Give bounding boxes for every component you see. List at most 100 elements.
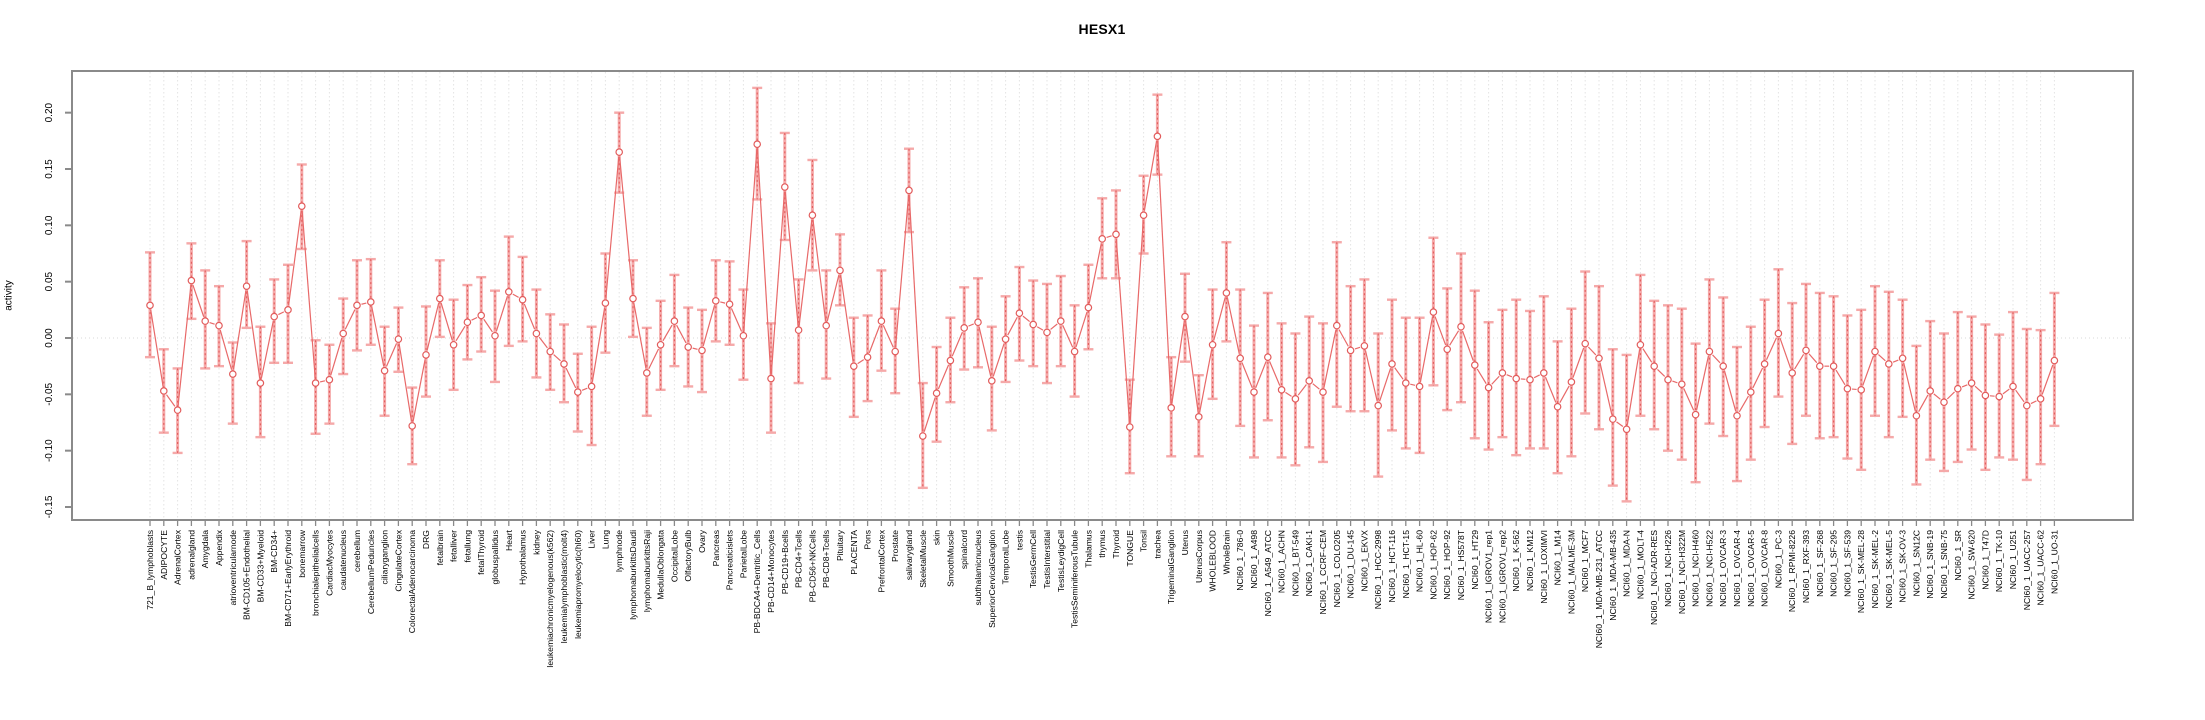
x-tick-label: NCI60_1_HCT-116: [1387, 530, 1397, 603]
data-point-marker: [698, 346, 706, 355]
data-point-marker: [1457, 322, 1465, 331]
series-segment: [232, 290, 247, 370]
x-tick-label: leukemialymphoblastic(molt4): [559, 530, 569, 643]
series-segment: [840, 274, 854, 362]
x-tick-label: NCI60_1_OVCAR-3: [1718, 530, 1728, 607]
data-point-marker: [518, 295, 527, 304]
data-point-marker: [339, 329, 348, 338]
data-point-marker: [1885, 360, 1893, 368]
data-point-marker: [1070, 347, 1079, 356]
data-point-marker: [1250, 388, 1258, 396]
x-tick-label: SkeletalMuscle: [918, 530, 928, 588]
data-point-marker: [877, 317, 886, 325]
x-tick-label: Uterus: [1180, 530, 1190, 555]
x-tick-label: PLACENTA: [849, 530, 859, 575]
series-segment: [1642, 348, 1653, 363]
x-tick-label: adrenalgland: [186, 530, 196, 580]
series-segment: [1712, 354, 1721, 364]
x-tick-label: bonemarrow: [297, 529, 307, 578]
data-point-marker: [1595, 354, 1603, 363]
series-segment: [1862, 355, 1875, 386]
x-tick-label: ADIPOCYTE: [159, 530, 169, 580]
data-point-marker: [1029, 320, 1038, 329]
x-tick-label: PB-CD56+NKCells: [807, 530, 817, 602]
x-tick-label: NCI60_1_U251: [2008, 530, 2018, 589]
x-tick-label: NCI60_1_MALME-3M: [1566, 530, 1576, 614]
x-tick-label: NCI60_1_LOXIMVI: [1539, 530, 1549, 604]
x-tick-label: lymphnode: [614, 530, 624, 572]
x-tick-label: NCI60_1_786-0: [1235, 530, 1245, 591]
x-tick-label: NCI60_1_K-562: [1511, 530, 1521, 592]
series-segment: [1323, 329, 1337, 388]
data-point-marker: [1912, 411, 1921, 420]
x-tick-label: BM-CD33+Myeloid: [255, 530, 265, 603]
series-segment: [581, 387, 588, 391]
data-point-marker: [1857, 386, 1866, 394]
data-point-marker: [449, 340, 458, 349]
data-point-marker: [891, 347, 900, 356]
series-segment: [483, 318, 493, 333]
x-tick-label: subthalamicnucleus: [973, 530, 983, 605]
x-tick-label: lymphomaburkittsDaudi: [628, 530, 638, 620]
data-point-marker: [297, 202, 306, 210]
x-tick-label: Lung: [600, 530, 610, 549]
x-tick-label: Tonsil: [1139, 530, 1149, 552]
data-point-marker: [422, 351, 430, 359]
data-point-marker: [1940, 398, 1948, 407]
x-tick-label: NCI60_1_NCI-ADR-RES: [1649, 530, 1659, 625]
data-point-marker: [1057, 317, 1065, 325]
series-segment: [1036, 326, 1044, 331]
series-segment: [1765, 337, 1778, 360]
data-point-marker: [1181, 312, 1189, 321]
x-tick-label: NCI60_1_A549_ATCC: [1263, 530, 1273, 616]
x-tick-label: PB-CD14+Monocytes: [766, 530, 776, 613]
series-segment: [720, 301, 726, 304]
x-tick-label: MedullaOblongata: [656, 530, 666, 600]
series-segment: [1354, 346, 1361, 350]
x-tick-label: testis: [1014, 530, 1024, 550]
x-tick-label: NCI60_1_OVCAR-4: [1732, 530, 1742, 607]
series-segment: [1226, 297, 1240, 354]
data-point-marker: [1098, 235, 1107, 243]
x-tick-label: NCI60_1_IGROV1_rep2: [1497, 530, 1507, 623]
series-segment: [471, 316, 478, 321]
x-tick-label: CingulateCortex: [393, 529, 403, 591]
data-point-marker: [394, 335, 403, 343]
series-segment: [1599, 362, 1613, 415]
series-segment: [992, 343, 1005, 377]
x-tick-label: NCI60_1_M14: [1553, 530, 1563, 586]
series-segment: [278, 311, 285, 316]
series-segment: [2041, 364, 2054, 395]
series-segment: [937, 364, 950, 390]
data-point-marker: [2050, 356, 2059, 365]
x-tick-label: lymphomaburkittsRaji: [642, 530, 652, 612]
series-segment: [565, 367, 577, 389]
data-point-marker: [1788, 369, 1797, 377]
series-segment: [894, 194, 910, 347]
series-segment: [2002, 388, 2010, 395]
series-segment: [260, 320, 274, 379]
data-point-marker: [1650, 362, 1659, 370]
series-segment: [743, 148, 758, 332]
series-segment: [1506, 374, 1513, 378]
x-tick-label: Appendix: [214, 529, 224, 566]
x-tick-label: NCI60_1_HOP-92: [1442, 530, 1452, 600]
x-tick-label: TemporalLobe: [1001, 530, 1011, 585]
x-tick-label: BM-CD34+: [269, 530, 279, 573]
data-point-marker: [1001, 335, 1010, 343]
data-point-marker: [684, 343, 693, 351]
x-tick-label: NCI60_1_ACHN: [1277, 530, 1287, 593]
data-point-marker: [739, 331, 748, 340]
x-tick-label: NCI60_1_SN12C: [1911, 530, 1921, 596]
data-point-marker: [1678, 380, 1686, 388]
x-tick-label: NCI60_1_OVCAR-5: [1746, 530, 1756, 607]
series-segment: [882, 325, 894, 348]
data-point-marker: [918, 432, 927, 440]
series-segment: [1892, 359, 1899, 363]
data-point-marker: [1567, 378, 1576, 386]
series-segment: [676, 324, 687, 344]
series-segment: [1062, 325, 1074, 348]
series-segment: [1213, 297, 1226, 341]
series-segment: [1185, 321, 1199, 413]
